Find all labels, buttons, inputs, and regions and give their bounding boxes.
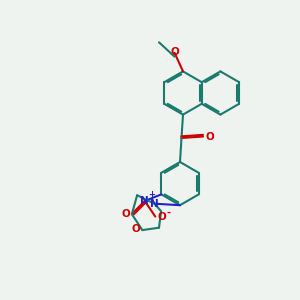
Text: N: N bbox=[150, 199, 159, 209]
Text: +: + bbox=[148, 190, 155, 199]
Text: O: O bbox=[158, 212, 166, 222]
Text: O: O bbox=[131, 224, 140, 235]
Text: O: O bbox=[170, 47, 179, 57]
Text: O: O bbox=[205, 131, 214, 142]
Text: N: N bbox=[140, 196, 149, 206]
Text: O: O bbox=[122, 208, 130, 219]
Text: -: - bbox=[167, 208, 170, 218]
